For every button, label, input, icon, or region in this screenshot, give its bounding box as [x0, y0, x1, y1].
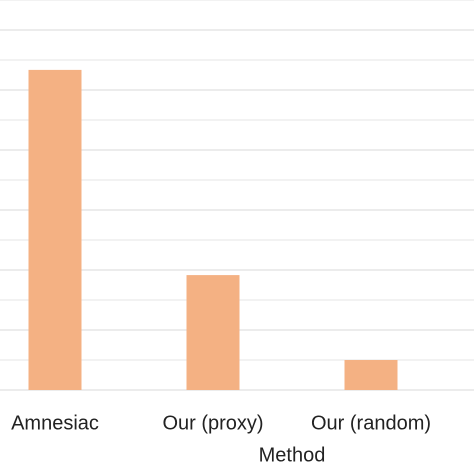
x-tick-label: Our (random) [311, 412, 431, 434]
x-tick-label: Amnesiac [11, 412, 99, 434]
bar [186, 275, 240, 390]
bar [344, 360, 398, 390]
bar [28, 69, 82, 391]
x-axis-label: Method [259, 444, 326, 466]
x-tick-label: Our (proxy) [162, 412, 263, 434]
